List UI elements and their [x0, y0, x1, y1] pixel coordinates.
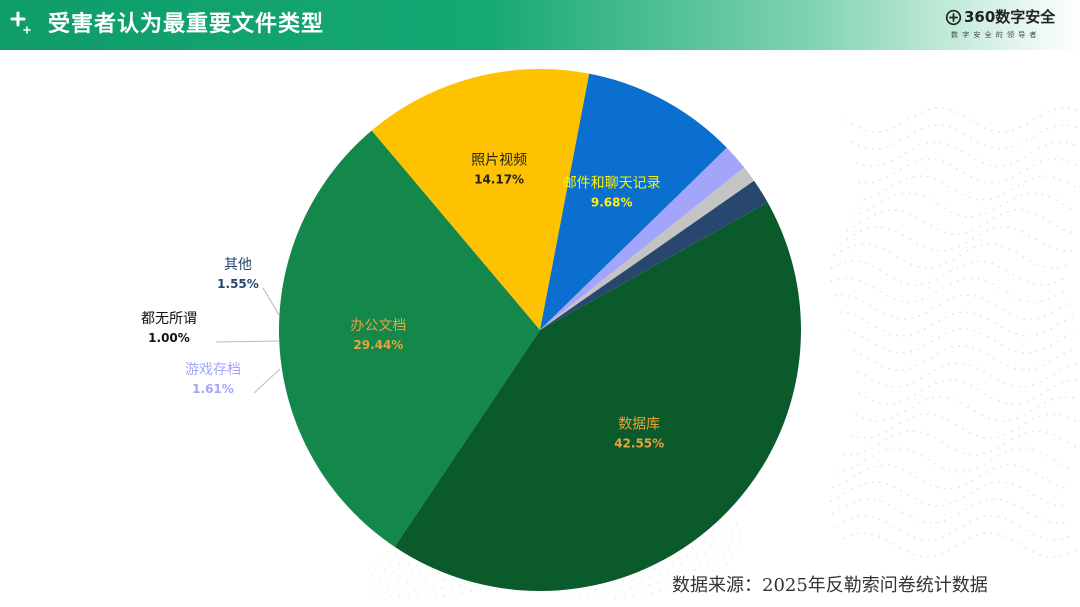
slice-value-label: 1.55%: [217, 277, 259, 291]
header-bar: 受害者认为最重要文件类型: [0, 0, 1080, 50]
pie-slice: [540, 180, 768, 330]
pie-slice: [540, 147, 745, 330]
pie-slice: [371, 69, 590, 330]
slice-label: 邮件和聊天记录: [563, 176, 661, 192]
pie-labels: 数据库 42.55% 办公文档 29.44% 照片视频 14.17% 邮件和聊天记录 9.68…: [141, 152, 664, 450]
dot-wave-decoration: [369, 107, 1077, 599]
leader-line: [253, 368, 281, 394]
slice-value-label: 1.61%: [192, 382, 234, 396]
slice-label: 数据库: [618, 416, 660, 432]
data-source-note: 数据来源：2025年反勒索问卷统计数据: [672, 575, 988, 596]
slice-value-label: 42.55%: [614, 436, 664, 450]
slice-label: 照片视频: [471, 152, 527, 168]
pie-slices: [278, 69, 802, 592]
slice-value-label: 9.68%: [591, 196, 633, 210]
pie-slice: [278, 130, 540, 547]
brand-name: 360数字安全: [964, 8, 1056, 26]
slice-label: 其他: [224, 257, 252, 273]
pie-slice: [540, 73, 727, 331]
slice-label: 办公文档: [350, 318, 406, 334]
leader-lines: [215, 287, 281, 394]
slice-value-label: 14.17%: [474, 172, 524, 186]
brand-slogan: 数字安全的领导者: [951, 31, 1041, 39]
pie-slice: [394, 202, 802, 592]
leader-line: [215, 340, 280, 343]
slice-label: 都无所谓: [141, 311, 197, 327]
360-logo-icon: [945, 9, 962, 26]
slice-label: 游戏存档: [185, 362, 241, 378]
pie-slice: [540, 167, 755, 330]
plus-icon: [10, 11, 31, 34]
page-title: 受害者认为最重要文件类型: [48, 12, 325, 37]
slice-value-label: 1.00%: [148, 331, 190, 345]
leader-line: [262, 287, 280, 316]
slice-value-label: 29.44%: [353, 338, 403, 352]
brand-logo: 360数字安全 数字安全的领导者: [945, 8, 1075, 44]
